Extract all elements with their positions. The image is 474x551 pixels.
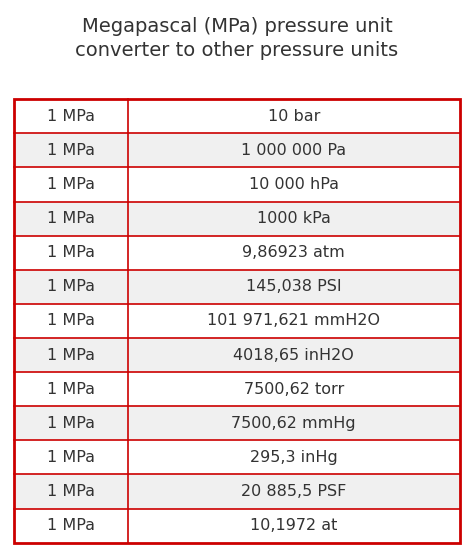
Bar (128, 270, 460, 304)
Bar (128, 168, 460, 202)
Text: 7500,62 torr: 7500,62 torr (244, 382, 344, 397)
Text: 1 MPa: 1 MPa (47, 382, 95, 397)
Text: 1 MPa: 1 MPa (47, 279, 95, 294)
Bar (14, 509, 128, 543)
Text: 10,1972 at: 10,1972 at (250, 518, 337, 533)
Text: 10 bar: 10 bar (268, 109, 320, 124)
Text: 1 MPa: 1 MPa (47, 518, 95, 533)
Text: 4018,65 inH2O: 4018,65 inH2O (233, 348, 354, 363)
Bar (128, 440, 460, 474)
Bar (14, 202, 128, 236)
Text: 1 MPa: 1 MPa (47, 314, 95, 328)
Bar (14, 236, 128, 270)
Text: 1000 kPa: 1000 kPa (257, 211, 331, 226)
Text: 145,038 PSI: 145,038 PSI (246, 279, 342, 294)
Text: 1 MPa: 1 MPa (47, 348, 95, 363)
Text: 295,3 inHg: 295,3 inHg (250, 450, 337, 465)
Bar (128, 133, 460, 168)
Bar (14, 168, 128, 202)
Text: 1 MPa: 1 MPa (47, 245, 95, 260)
Bar (14, 133, 128, 168)
Bar (14, 304, 128, 338)
Text: 1 MPa: 1 MPa (47, 211, 95, 226)
Bar (128, 509, 460, 543)
Bar (128, 304, 460, 338)
Bar (128, 474, 460, 509)
Bar (14, 99, 460, 543)
Text: 1 MPa: 1 MPa (47, 109, 95, 124)
Text: 1 MPa: 1 MPa (47, 416, 95, 431)
Bar (128, 202, 460, 236)
Bar (128, 406, 460, 440)
Bar (14, 440, 128, 474)
Text: 7500,62 mmHg: 7500,62 mmHg (231, 416, 356, 431)
Text: 1 MPa: 1 MPa (47, 450, 95, 465)
Text: 1 MPa: 1 MPa (47, 143, 95, 158)
Text: 10 000 hPa: 10 000 hPa (249, 177, 339, 192)
Bar (128, 372, 460, 406)
Text: 20 885,5 PSF: 20 885,5 PSF (241, 484, 346, 499)
Text: 1 000 000 Pa: 1 000 000 Pa (241, 143, 346, 158)
Bar (128, 236, 460, 270)
Text: 1 MPa: 1 MPa (47, 177, 95, 192)
Text: 9,86923 atm: 9,86923 atm (242, 245, 345, 260)
Bar (14, 474, 128, 509)
Bar (14, 406, 128, 440)
Text: Megapascal (MPa) pressure unit
converter to other pressure units: Megapascal (MPa) pressure unit converter… (75, 17, 399, 60)
Bar (128, 338, 460, 372)
Bar (14, 372, 128, 406)
Bar (14, 338, 128, 372)
Bar (14, 270, 128, 304)
Bar (128, 99, 460, 133)
Bar (14, 99, 128, 133)
Text: 1 MPa: 1 MPa (47, 484, 95, 499)
Text: 101 971,621 mmH2O: 101 971,621 mmH2O (207, 314, 380, 328)
